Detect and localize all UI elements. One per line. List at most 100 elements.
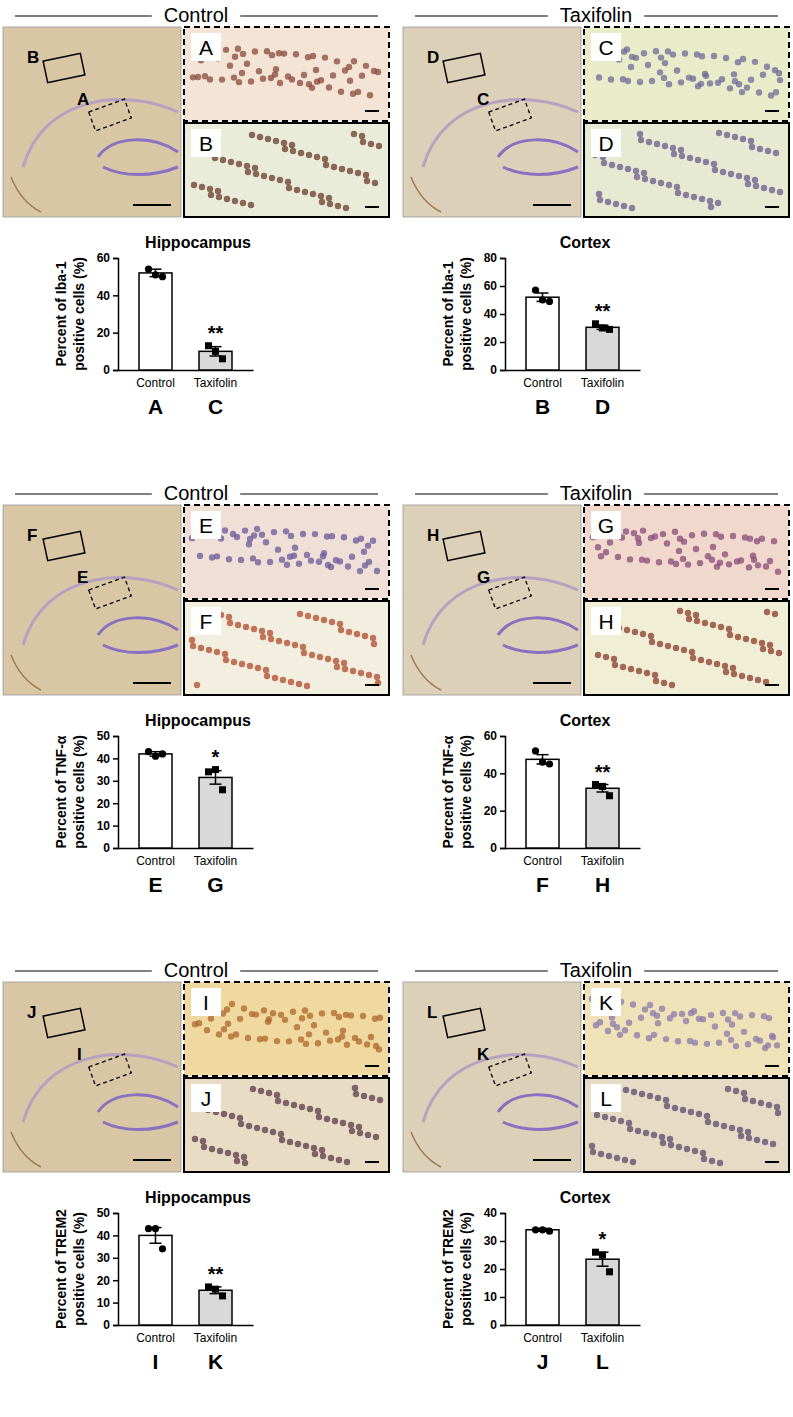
region-letter: D: [427, 48, 439, 67]
y-tick-mark: [113, 295, 118, 297]
cell: [261, 173, 267, 179]
bar: [586, 788, 619, 848]
cell: [629, 205, 635, 211]
cell: [612, 662, 618, 668]
cell: [283, 528, 289, 534]
cell: [225, 1021, 231, 1027]
cell: [607, 539, 613, 545]
region-box: [89, 577, 132, 609]
cell: [346, 629, 352, 635]
panel-header: Control: [164, 4, 228, 26]
cell: [757, 146, 763, 152]
cell: [761, 185, 767, 191]
inset-frame: [584, 601, 789, 695]
cell: [266, 1090, 272, 1096]
cell: [312, 531, 318, 537]
panel-header: Control: [164, 482, 228, 504]
cell: [596, 191, 602, 197]
bar: [526, 297, 559, 370]
chart-title: Cortex: [560, 234, 611, 251]
y-tick: 20: [484, 804, 505, 818]
cell: [244, 163, 250, 169]
cell: [748, 77, 754, 83]
data-point: [606, 326, 613, 333]
cell: [720, 169, 726, 175]
cell: [756, 89, 762, 95]
cell: [225, 1150, 231, 1156]
cell: [284, 562, 290, 568]
cell: [297, 611, 303, 617]
cell: [772, 67, 778, 73]
y-axis: 010203040: [484, 1206, 506, 1332]
cell: [316, 559, 322, 565]
y-tick-label: 10: [97, 819, 111, 833]
cell: [705, 553, 711, 559]
cell: [752, 177, 758, 183]
inset-label-box: [591, 511, 621, 539]
ventricle: [11, 1132, 41, 1167]
cell: [702, 620, 708, 626]
cell: [649, 639, 655, 645]
cell: [771, 538, 777, 544]
y-tick-mark: [500, 1269, 505, 1271]
cell: [363, 63, 369, 69]
cell: [720, 1010, 726, 1016]
panel-letter: I: [153, 1350, 159, 1373]
cell: [364, 178, 370, 184]
cell: [338, 88, 344, 94]
cell: [197, 553, 203, 559]
y-tick-label: 30: [97, 774, 111, 788]
cell: [223, 657, 229, 663]
cell: [335, 1036, 341, 1042]
cell: [734, 558, 740, 564]
cell: [326, 195, 332, 201]
inset-label: D: [598, 132, 613, 155]
region-box: [489, 99, 532, 131]
data-point: [219, 1292, 226, 1299]
cell: [716, 1040, 722, 1046]
cell: [231, 659, 237, 665]
cell: [370, 537, 376, 543]
cell: [232, 198, 238, 204]
cell: [679, 153, 685, 159]
y-axis: 01020304050: [97, 1206, 119, 1332]
cell: [635, 1128, 641, 1134]
cell: [269, 175, 275, 181]
cell: [222, 651, 228, 657]
cell: [221, 1026, 227, 1032]
y-tick-label: 20: [97, 797, 111, 811]
cell: [622, 1027, 628, 1033]
cell: [235, 46, 241, 52]
cell: [634, 174, 640, 180]
cell: [732, 78, 738, 84]
dentate-gyrus: [498, 140, 578, 175]
cell: [290, 1009, 296, 1015]
cell: [303, 1041, 309, 1047]
cell: [289, 142, 295, 148]
scale-bar: [765, 588, 779, 590]
bar: [199, 1290, 232, 1325]
cell: [714, 563, 720, 569]
cell: [371, 68, 377, 74]
data-point: [219, 355, 226, 362]
cell: [206, 647, 212, 653]
y-tick: 40: [484, 767, 505, 781]
scale-bar: [365, 1161, 379, 1163]
ventricle: [11, 655, 41, 690]
cell: [301, 72, 307, 78]
inset-image: [584, 123, 789, 217]
cell: [602, 1114, 608, 1120]
image-panel: ControlBAAB: [3, 4, 389, 217]
cell: [342, 67, 348, 73]
inset-frame: [584, 123, 789, 217]
data-point: [159, 750, 166, 757]
cell: [195, 74, 201, 80]
cell: [650, 178, 656, 184]
cell: [245, 1035, 251, 1041]
cell: [323, 162, 329, 168]
cell: [597, 197, 603, 203]
y-tick-mark: [500, 286, 505, 288]
cell: [306, 81, 312, 87]
data-point: [539, 296, 546, 303]
cell: [201, 1144, 207, 1150]
